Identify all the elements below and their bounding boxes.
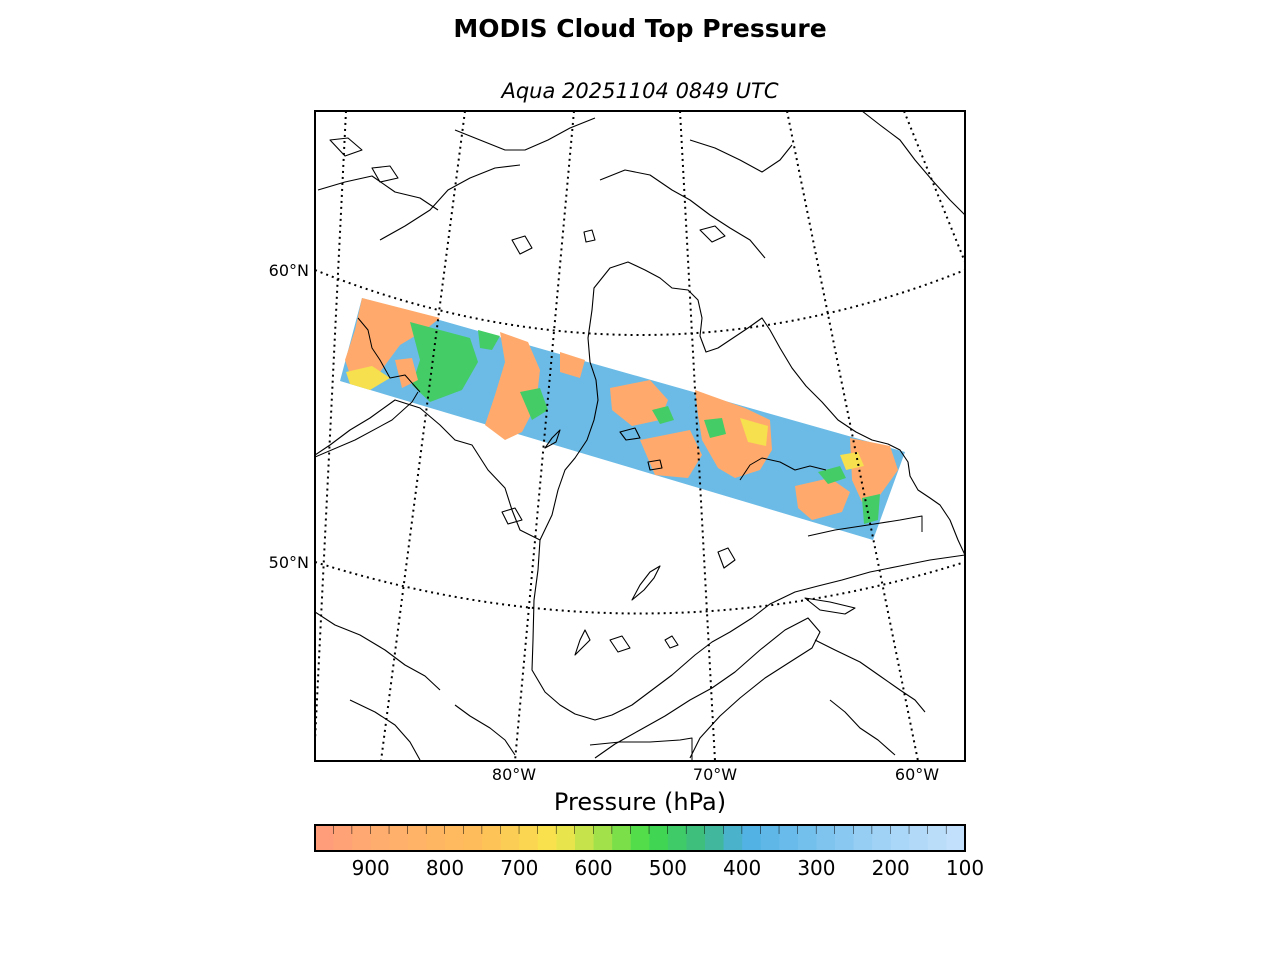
swath-mid-cloud bbox=[520, 388, 548, 420]
chart-title: MODIS Cloud Top Pressure bbox=[453, 14, 827, 43]
lat-label-60n: 60°N bbox=[269, 261, 309, 280]
colorbar-cell bbox=[686, 825, 706, 851]
graticule-parallels bbox=[315, 269, 965, 615]
colorbar-cell bbox=[370, 825, 390, 851]
swath-high-cloud bbox=[340, 298, 905, 540]
colorbar-cell bbox=[667, 825, 688, 851]
colorbar-cell bbox=[482, 825, 502, 851]
colorbar-cell bbox=[426, 825, 446, 851]
colorbar-cell bbox=[630, 825, 650, 851]
colorbar-tick-label: 300 bbox=[797, 856, 835, 880]
swath-mid-cloud bbox=[862, 494, 880, 524]
lat-label-50n: 50°N bbox=[269, 553, 309, 572]
colorbar-cell bbox=[760, 825, 780, 851]
colorbar-cell bbox=[909, 825, 929, 851]
swath-low-cloud bbox=[560, 352, 585, 378]
swath-mid-cloud bbox=[410, 322, 478, 402]
colorbar-cell bbox=[927, 825, 948, 851]
colorbar-tick-label: 700 bbox=[500, 856, 538, 880]
swath-low-cloud bbox=[485, 332, 540, 440]
colorbar-tick-label: 200 bbox=[872, 856, 910, 880]
lon-label-70w: 70°W bbox=[693, 765, 737, 784]
colorbar-cell bbox=[445, 825, 465, 851]
swath bbox=[340, 298, 905, 540]
colorbar-cell bbox=[537, 825, 558, 851]
colorbar-cells bbox=[315, 825, 966, 851]
swath-mid-cloud bbox=[652, 406, 674, 424]
colorbar-cell bbox=[352, 825, 372, 851]
swath-low-cloud bbox=[345, 298, 440, 380]
colorbar-cell bbox=[407, 825, 428, 851]
swath-mid-low-cloud bbox=[346, 366, 390, 390]
colorbar-tick-label: 100 bbox=[946, 856, 984, 880]
colorbar-cell bbox=[723, 825, 743, 851]
colorbar-cell bbox=[797, 825, 818, 851]
swath-low-cloud bbox=[610, 380, 668, 426]
colorbar-cell bbox=[593, 825, 613, 851]
colorbar-tick-label: 400 bbox=[723, 856, 761, 880]
lon-label-60w: 60°W bbox=[895, 765, 939, 784]
coastlines bbox=[315, 111, 965, 761]
swath-low-cloud bbox=[795, 478, 850, 520]
swath-low-cloud bbox=[395, 358, 418, 388]
swath-mid-low-cloud bbox=[740, 418, 768, 446]
lon-labels: 80°W 70°W 60°W bbox=[492, 765, 939, 784]
colorbar-cell bbox=[612, 825, 632, 851]
colorbar-cell bbox=[556, 825, 576, 851]
colorbar-cell bbox=[742, 825, 762, 851]
colorbar-cell bbox=[649, 825, 669, 851]
colorbar: Pressure (hPa) 900 800 700 600 500 400 300 200 1… bbox=[314, 788, 984, 880]
colorbar-cell bbox=[315, 825, 335, 851]
map-panel bbox=[314, 110, 966, 762]
colorbar-cell bbox=[890, 825, 910, 851]
colorbar-cell bbox=[519, 825, 539, 851]
colorbar-cell bbox=[333, 825, 353, 851]
colorbar-cell bbox=[389, 825, 409, 851]
lon-label-80w: 80°W bbox=[492, 765, 536, 784]
colorbar-tick-label: 800 bbox=[426, 856, 464, 880]
map-frame bbox=[314, 110, 966, 762]
colorbar-tick-label: 600 bbox=[574, 856, 612, 880]
chart-subtitle: Aqua 20251104 0849 UTC bbox=[501, 79, 779, 103]
colorbar-cell bbox=[872, 825, 892, 851]
colorbar-cell bbox=[500, 825, 520, 851]
colorbar-cell bbox=[575, 825, 595, 851]
colorbar-tick-label: 900 bbox=[352, 856, 390, 880]
swath-mid-cloud bbox=[478, 330, 500, 350]
colorbar-tick-label: 500 bbox=[649, 856, 687, 880]
colorbar-cell bbox=[705, 825, 725, 851]
colorbar-ticks: 900 800 700 600 500 400 300 200 100 bbox=[352, 856, 984, 880]
colorbar-cell bbox=[816, 825, 836, 851]
colorbar-label: Pressure (hPa) bbox=[554, 788, 726, 816]
swath-mid-cloud bbox=[818, 466, 846, 484]
colorbar-cell bbox=[946, 825, 966, 851]
colorbar-cell bbox=[779, 825, 799, 851]
swath-low-cloud bbox=[640, 430, 702, 478]
colorbar-cell bbox=[853, 825, 873, 851]
swath-low-cloud bbox=[850, 438, 898, 502]
colorbar-cell bbox=[835, 825, 855, 851]
swath-low-cloud bbox=[695, 390, 772, 478]
colorbar-frame bbox=[314, 824, 966, 852]
graticule-meridians bbox=[315, 111, 965, 761]
lat-labels: 60°N 50°N bbox=[269, 261, 309, 572]
colorbar-cell bbox=[463, 825, 483, 851]
swath-mid-cloud bbox=[704, 418, 726, 438]
